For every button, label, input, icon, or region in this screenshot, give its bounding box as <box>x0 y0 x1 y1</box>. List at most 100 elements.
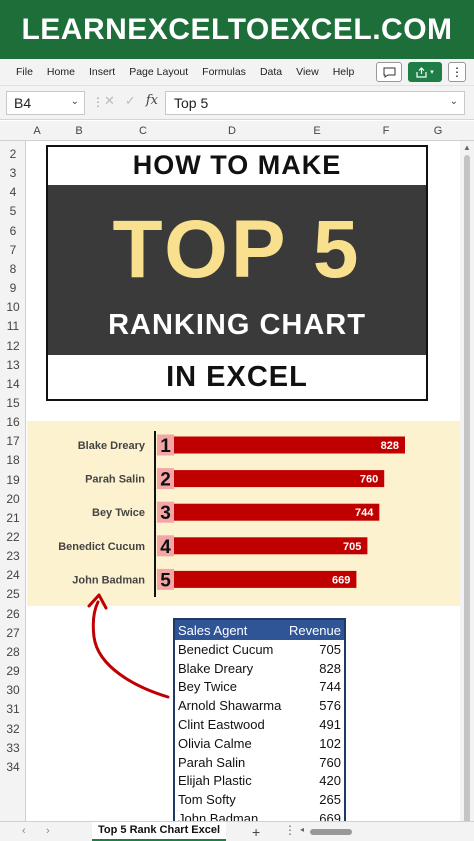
chart-rank-label: 2 <box>160 470 171 491</box>
cell-revenue[interactable]: 102 <box>319 736 341 751</box>
title-card[interactable]: HOW TO MAKE TOP 5 RANKING CHART IN EXCEL <box>46 145 428 401</box>
cell-sales-agent[interactable]: Tom Softy <box>178 792 236 807</box>
menu-data[interactable]: Data <box>253 66 289 78</box>
row-header[interactable]: 26 <box>0 607 26 621</box>
insert-function-icon[interactable]: fx <box>146 93 158 109</box>
row-header[interactable]: 5 <box>0 204 26 218</box>
row-header[interactable]: 33 <box>0 741 26 755</box>
cell-revenue[interactable]: 491 <box>319 717 341 732</box>
row-header[interactable]: 7 <box>0 243 26 257</box>
menu-help[interactable]: Help <box>326 66 362 78</box>
cell-sales-agent[interactable]: Benedict Cucum <box>178 642 273 657</box>
row-header[interactable]: 4 <box>0 185 26 199</box>
chevron-down-icon[interactable]: ⌄ <box>450 96 458 107</box>
row-header[interactable]: 24 <box>0 568 26 582</box>
chart-bar <box>174 470 384 487</box>
chart-category-label: Parah Salin <box>85 474 145 486</box>
name-box[interactable]: B4 ⌄ <box>6 91 85 115</box>
row-header[interactable]: 23 <box>0 549 26 563</box>
row-header[interactable]: 19 <box>0 473 26 487</box>
chart-rank-label: 5 <box>160 570 171 591</box>
column-header-a[interactable]: A <box>33 125 40 137</box>
row-header[interactable]: 3 <box>0 166 26 180</box>
vertical-scrollbar[interactable]: ▲ <box>460 141 474 821</box>
formula-input[interactable]: Top 5 ⌄ <box>165 91 465 115</box>
row-header[interactable]: 16 <box>0 415 26 429</box>
add-sheet-icon[interactable]: + <box>252 824 260 840</box>
cell-sales-agent[interactable]: Bey Twice <box>178 679 237 694</box>
cell-sales-agent[interactable]: Blake Dreary <box>178 661 253 676</box>
row-header[interactable]: 20 <box>0 492 26 506</box>
enter-icon[interactable]: ✓ <box>125 93 136 109</box>
row-header[interactable]: 6 <box>0 224 26 238</box>
scroll-up-icon[interactable]: ▲ <box>463 143 471 152</box>
row-header[interactable]: 29 <box>0 664 26 678</box>
row-header[interactable]: 31 <box>0 702 26 716</box>
row-header[interactable]: 21 <box>0 511 26 525</box>
row-header[interactable]: 28 <box>0 645 26 659</box>
cell-revenue[interactable]: 420 <box>319 773 341 788</box>
horizontal-scroll-thumb[interactable] <box>310 829 352 835</box>
column-header-c[interactable]: C <box>139 125 147 137</box>
table-row: Olivia Calme 102 <box>175 734 344 753</box>
ribbon-tabs: File Home Insert Page Layout Formulas Da… <box>0 66 361 78</box>
prev-sheet-icon[interactable]: ‹ <box>22 825 26 837</box>
column-header-g[interactable]: G <box>434 125 443 137</box>
menu-formulas[interactable]: Formulas <box>195 66 253 78</box>
cell-revenue[interactable]: 705 <box>319 642 341 657</box>
row-header[interactable]: 15 <box>0 396 26 410</box>
row-header[interactable]: 8 <box>0 262 26 276</box>
header-revenue[interactable]: Revenue <box>289 623 341 638</box>
cell-sales-agent[interactable]: Elijah Plastic <box>178 773 252 788</box>
row-header[interactable]: 14 <box>0 377 26 391</box>
row-header[interactable]: 27 <box>0 626 26 640</box>
cell-sales-agent[interactable]: Parah Salin <box>178 755 245 770</box>
row-header[interactable]: 17 <box>0 434 26 448</box>
row-header[interactable]: 2 <box>0 147 26 161</box>
menu-page-layout[interactable]: Page Layout <box>122 66 195 78</box>
row-header[interactable]: 22 <box>0 530 26 544</box>
row-header[interactable]: 10 <box>0 300 26 314</box>
cell-sales-agent[interactable]: Arnold Shawarma <box>178 698 281 713</box>
cell-sales-agent[interactable]: Clint Eastwood <box>178 717 265 732</box>
share-button[interactable]: ▾ <box>408 62 442 82</box>
chevron-down-icon[interactable]: ⌄ <box>71 96 79 107</box>
menu-insert[interactable]: Insert <box>82 66 122 78</box>
menu-view[interactable]: View <box>289 66 326 78</box>
row-header[interactable]: 12 <box>0 339 26 353</box>
column-header-e[interactable]: E <box>313 125 320 137</box>
sheet-tab-active[interactable]: Top 5 Rank Chart Excel <box>92 822 226 841</box>
cell-revenue[interactable]: 265 <box>319 792 341 807</box>
header-sales-agent[interactable]: Sales Agent <box>178 623 247 638</box>
row-header[interactable]: 9 <box>0 281 26 295</box>
chart-category-label: John Badman <box>72 574 145 586</box>
ribbon-more-button[interactable]: ⋮ <box>448 62 466 82</box>
menu-file[interactable]: File <box>0 66 40 78</box>
cancel-icon[interactable]: ✕ <box>104 93 115 109</box>
cell-revenue[interactable]: 828 <box>319 661 341 676</box>
row-header[interactable]: 32 <box>0 722 26 736</box>
next-sheet-icon[interactable]: › <box>46 825 50 837</box>
column-header-b[interactable]: B <box>75 125 82 137</box>
vertical-scroll-thumb[interactable] <box>464 155 470 841</box>
row-header[interactable]: 30 <box>0 683 26 697</box>
row-header[interactable]: 25 <box>0 587 26 601</box>
comments-button[interactable] <box>376 62 402 82</box>
row-header[interactable]: 13 <box>0 358 26 372</box>
row-header[interactable]: 11 <box>0 319 26 333</box>
scroll-left-icon[interactable]: ◂ <box>300 825 304 834</box>
column-header-f[interactable]: F <box>383 125 390 137</box>
ranking-chart[interactable]: Blake Dreary 1 828 Parah Salin 2 760 Bey Twice… <box>27 421 460 606</box>
cell-revenue[interactable]: 576 <box>319 698 341 713</box>
row-header[interactable]: 34 <box>0 760 26 774</box>
title-line-4: IN EXCEL <box>48 361 426 394</box>
cell-revenue[interactable]: 744 <box>319 679 341 694</box>
sheet-options-icon[interactable]: ⋮ <box>284 823 296 837</box>
row-header[interactable]: 18 <box>0 453 26 467</box>
cell-revenue[interactable]: 760 <box>319 755 341 770</box>
cell-sales-agent[interactable]: Olivia Calme <box>178 736 252 751</box>
formula-bar: B4 ⌄ ⋮ ✕ ✓ fx Top 5 ⌄ <box>0 86 474 120</box>
column-header-d[interactable]: D <box>228 125 236 137</box>
menu-home[interactable]: Home <box>40 66 82 78</box>
